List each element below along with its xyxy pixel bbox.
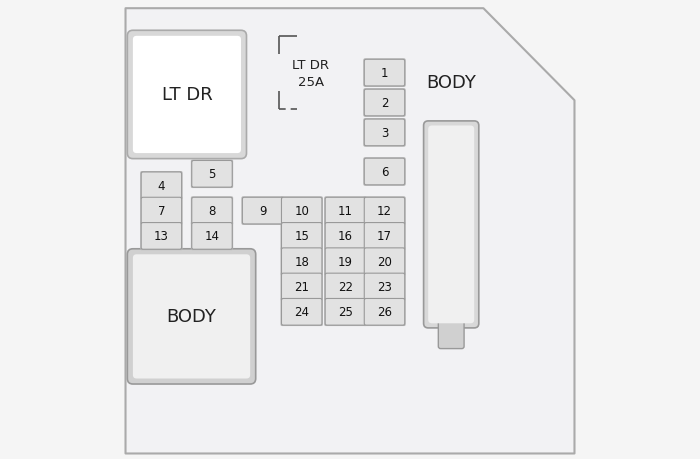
FancyBboxPatch shape [324,247,367,276]
FancyBboxPatch shape [364,198,405,224]
FancyBboxPatch shape [281,298,323,326]
Text: LT DR: LT DR [162,86,212,104]
FancyBboxPatch shape [428,126,474,324]
FancyBboxPatch shape [326,248,365,275]
Text: 11: 11 [338,205,353,218]
FancyBboxPatch shape [242,198,283,224]
FancyBboxPatch shape [141,198,181,224]
FancyBboxPatch shape [364,90,405,117]
FancyBboxPatch shape [281,299,322,325]
FancyBboxPatch shape [281,222,323,251]
FancyBboxPatch shape [363,247,406,276]
FancyBboxPatch shape [326,198,365,224]
FancyBboxPatch shape [363,273,406,301]
Text: 18: 18 [294,255,309,268]
Text: 9: 9 [259,205,266,218]
FancyBboxPatch shape [281,247,323,276]
FancyBboxPatch shape [364,159,405,185]
Text: 10: 10 [294,205,309,218]
Text: 24: 24 [294,306,309,319]
Text: 7: 7 [158,205,165,218]
FancyBboxPatch shape [191,222,233,251]
FancyBboxPatch shape [191,197,233,225]
FancyBboxPatch shape [192,198,232,224]
FancyBboxPatch shape [424,122,479,328]
FancyBboxPatch shape [127,249,256,384]
FancyBboxPatch shape [281,197,323,225]
FancyBboxPatch shape [363,59,406,88]
Text: 20: 20 [377,255,392,268]
Text: 23: 23 [377,280,392,293]
FancyBboxPatch shape [281,223,322,250]
Text: 13: 13 [154,230,169,243]
Text: 16: 16 [338,230,353,243]
FancyBboxPatch shape [363,298,406,326]
Polygon shape [125,9,575,453]
FancyBboxPatch shape [363,222,406,251]
Text: 19: 19 [338,255,353,268]
FancyBboxPatch shape [192,223,232,250]
Text: 26: 26 [377,306,392,319]
FancyBboxPatch shape [140,197,183,225]
FancyBboxPatch shape [326,223,365,250]
Text: BODY: BODY [167,308,216,326]
FancyBboxPatch shape [364,60,405,87]
FancyBboxPatch shape [140,172,183,200]
FancyBboxPatch shape [133,37,241,154]
FancyBboxPatch shape [326,299,365,325]
Text: 21: 21 [294,280,309,293]
FancyBboxPatch shape [192,161,232,188]
FancyBboxPatch shape [141,223,181,250]
Text: 25: 25 [338,306,353,319]
Text: 3: 3 [381,127,388,140]
FancyBboxPatch shape [363,197,406,225]
Text: 22: 22 [338,280,353,293]
Text: 8: 8 [209,205,216,218]
FancyBboxPatch shape [281,274,322,300]
FancyBboxPatch shape [363,119,406,147]
Text: 15: 15 [294,230,309,243]
Text: 17: 17 [377,230,392,243]
FancyBboxPatch shape [324,298,367,326]
FancyBboxPatch shape [363,89,406,118]
Text: 14: 14 [204,230,220,243]
FancyBboxPatch shape [364,274,405,300]
Text: 5: 5 [209,168,216,181]
FancyBboxPatch shape [326,274,365,300]
FancyBboxPatch shape [281,273,323,301]
FancyBboxPatch shape [438,318,464,349]
Text: 2: 2 [381,97,388,110]
FancyBboxPatch shape [133,255,250,379]
Text: 1: 1 [381,67,388,80]
FancyBboxPatch shape [140,222,183,251]
FancyBboxPatch shape [363,158,406,186]
FancyBboxPatch shape [281,248,322,275]
FancyBboxPatch shape [324,197,367,225]
Text: BODY: BODY [426,73,476,92]
FancyBboxPatch shape [364,248,405,275]
Text: LT DR
25A: LT DR 25A [293,58,330,89]
FancyBboxPatch shape [324,273,367,301]
FancyBboxPatch shape [191,160,233,189]
Text: 4: 4 [158,179,165,192]
FancyBboxPatch shape [281,198,322,224]
Text: 12: 12 [377,205,392,218]
FancyBboxPatch shape [127,31,246,159]
FancyBboxPatch shape [364,299,405,325]
FancyBboxPatch shape [241,197,284,225]
FancyBboxPatch shape [324,222,367,251]
FancyBboxPatch shape [364,120,405,146]
Text: 6: 6 [381,166,388,179]
FancyBboxPatch shape [364,223,405,250]
FancyBboxPatch shape [141,173,181,199]
